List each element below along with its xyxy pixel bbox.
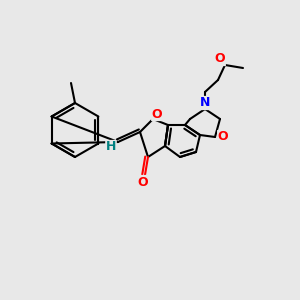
Text: O: O xyxy=(138,176,148,188)
Text: O: O xyxy=(215,52,225,65)
Text: H: H xyxy=(106,140,116,154)
Text: O: O xyxy=(152,107,162,121)
Text: O: O xyxy=(218,130,228,143)
Text: N: N xyxy=(200,97,210,110)
